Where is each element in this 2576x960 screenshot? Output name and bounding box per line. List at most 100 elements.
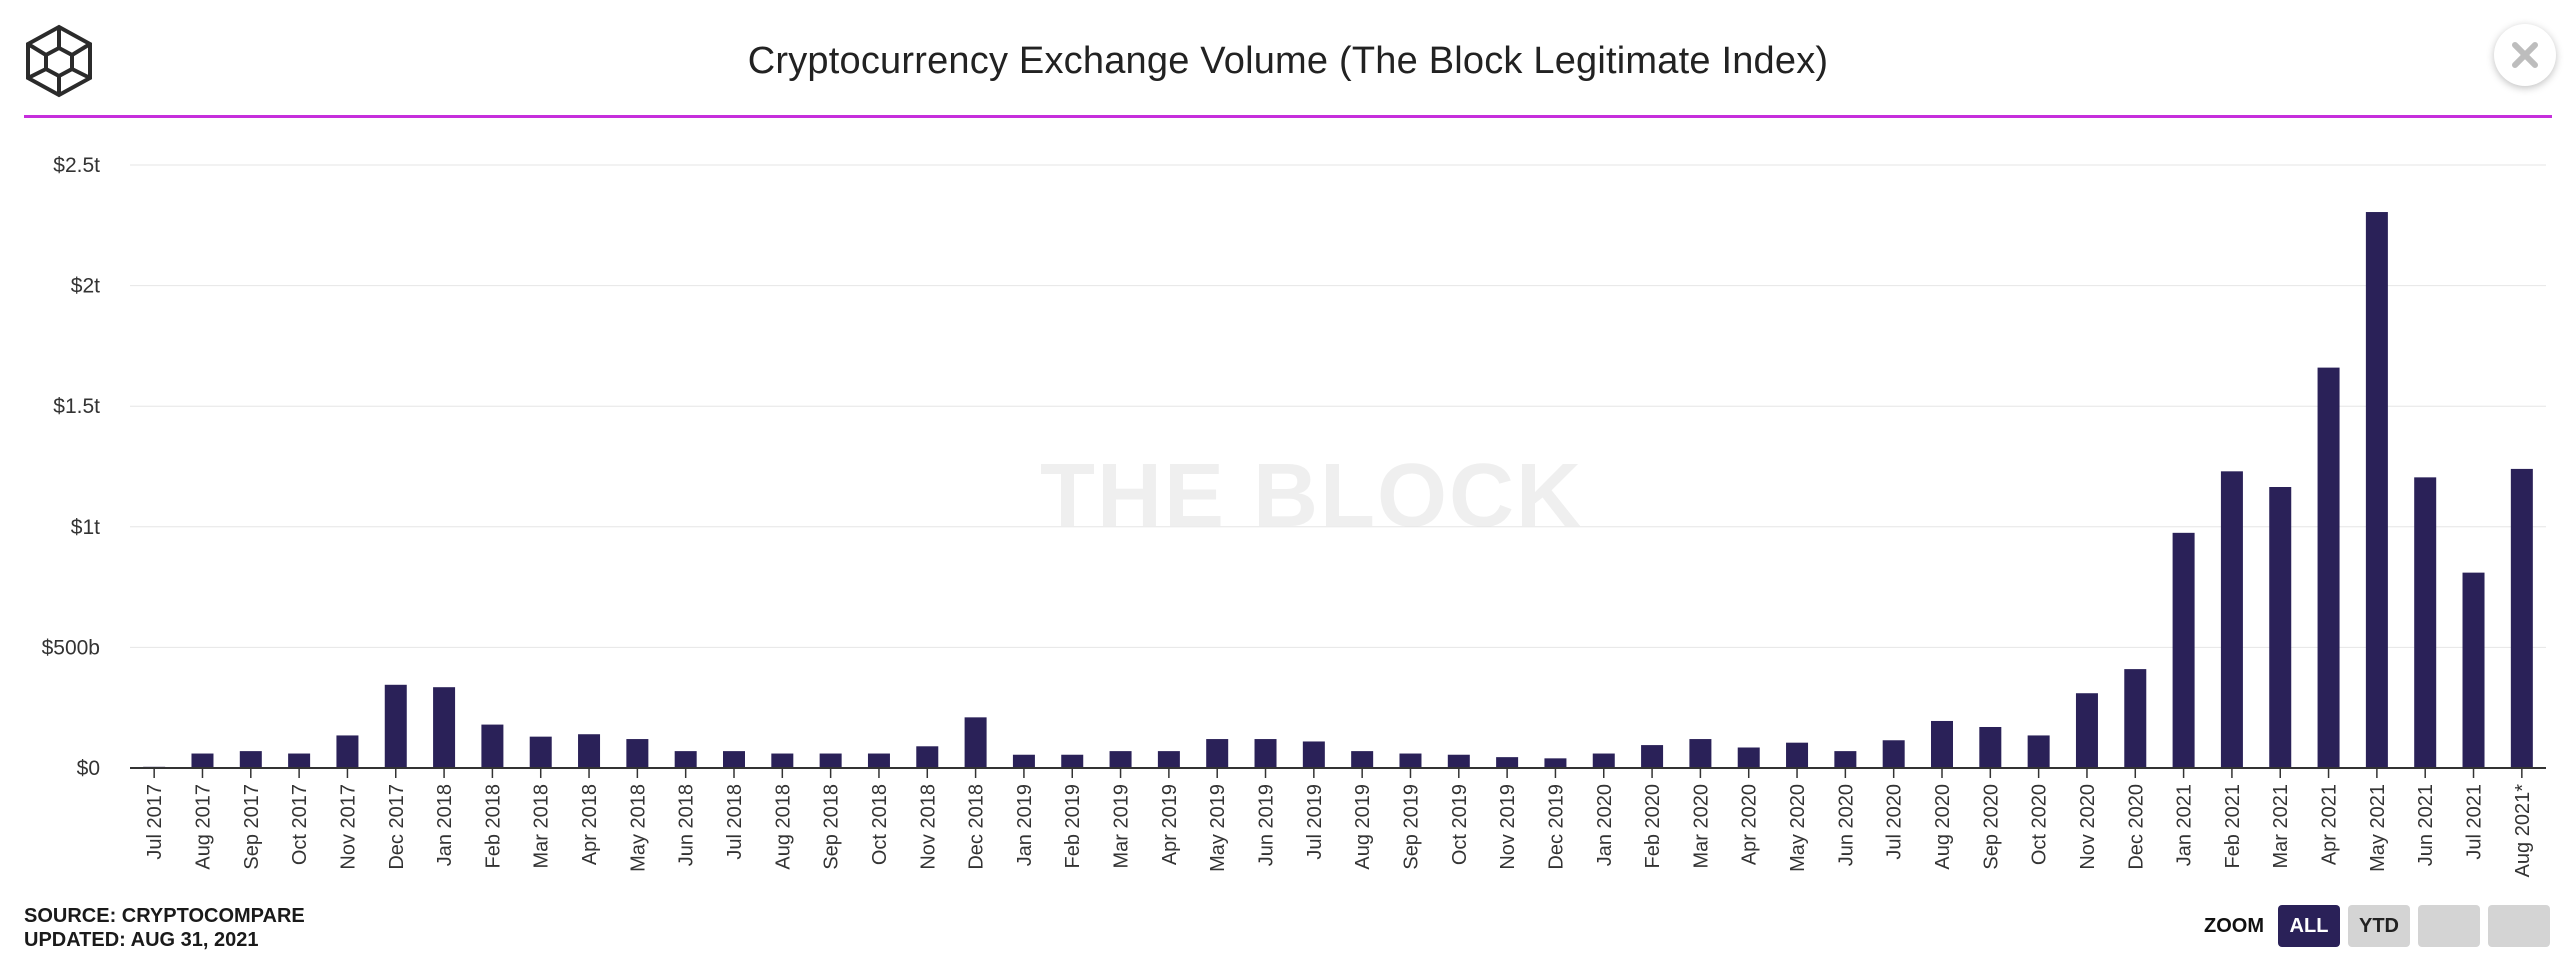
close-icon — [2512, 42, 2538, 68]
bar — [191, 753, 214, 768]
bar — [1157, 751, 1180, 768]
bar — [2317, 367, 2340, 768]
x-tick-label: Sep 2017 — [241, 784, 263, 870]
bar — [1931, 720, 1953, 768]
bar — [674, 751, 697, 768]
bar — [1496, 757, 1519, 768]
x-tick-label: Jul 2018 — [724, 784, 746, 860]
x-tick-label: Aug 2019 — [1352, 784, 1374, 870]
zoom-option-button[interactable] — [2418, 905, 2480, 947]
x-tick-label: Nov 2020 — [2077, 784, 2099, 870]
x-tick-label: Jan 2020 — [1594, 784, 1616, 866]
x-tick-label: Jul 2017 — [144, 784, 166, 860]
x-tick-label: Feb 2019 — [1062, 784, 1084, 869]
x-tick-label: Oct 2017 — [289, 784, 311, 865]
bar — [239, 751, 262, 768]
bar — [1882, 740, 1905, 768]
title-divider — [24, 115, 2552, 118]
x-tick-label: May 2020 — [1787, 784, 1809, 872]
bar — [626, 739, 649, 768]
y-tick-label: $2.5t — [53, 154, 100, 177]
x-tick-label: Dec 2018 — [966, 784, 988, 870]
y-tick-label: $500b — [42, 636, 100, 659]
source-note: SOURCE: CRYPTOCOMPARE UPDATED: AUG 31, 2… — [24, 904, 305, 952]
y-tick-label: $2t — [71, 275, 100, 298]
bar — [2027, 735, 2050, 768]
x-tick-label: Sep 2019 — [1400, 784, 1422, 870]
bar — [288, 753, 311, 768]
x-tick-label: Jul 2020 — [1884, 784, 1906, 860]
x-tick-label: Oct 2018 — [869, 784, 891, 865]
bar — [384, 684, 407, 768]
x-tick-label: Jan 2018 — [434, 784, 456, 866]
bar — [2510, 468, 2533, 768]
x-tick-label: Jan 2019 — [1014, 784, 1036, 866]
x-tick-label: Jun 2021 — [2415, 784, 2437, 866]
zoom-ytd-button[interactable]: YTD — [2348, 905, 2410, 947]
bar — [481, 724, 504, 768]
x-tick-label: May 2019 — [1207, 784, 1229, 872]
bar — [1302, 741, 1325, 768]
bar — [964, 717, 987, 768]
the-block-cube-logo-icon — [26, 24, 92, 98]
bar — [2075, 693, 2098, 768]
bar — [1641, 745, 1664, 768]
x-tick-label: Oct 2020 — [2029, 784, 2051, 865]
bar — [1399, 753, 1422, 768]
x-tick-label: Nov 2017 — [337, 784, 359, 870]
x-tick-label: Apr 2020 — [1739, 784, 1761, 865]
bar — [867, 753, 890, 768]
bar — [819, 753, 842, 768]
x-tick-label: Mar 2020 — [1690, 784, 1712, 869]
bar — [1737, 747, 1760, 768]
bar — [1592, 753, 1615, 768]
x-tick-label: Dec 2020 — [2125, 784, 2147, 870]
x-tick-label: Mar 2019 — [1111, 784, 1133, 869]
bar — [771, 753, 794, 768]
x-tick-label: Sep 2018 — [821, 784, 843, 870]
x-tick-label: Nov 2018 — [917, 784, 939, 870]
x-tick-label: Jun 2020 — [1835, 784, 1857, 866]
x-tick-label: Oct 2019 — [1449, 784, 1471, 865]
x-tick-label: Aug 2018 — [772, 784, 794, 870]
x-tick-label: Dec 2017 — [386, 784, 408, 870]
bar-chart: $0 $500b $1t $1.5t $2t $2.5t Jul 2017 Aug 2017 S… — [42, 154, 2546, 878]
bar — [1061, 754, 1084, 768]
x-tick-label: May 2021 — [2367, 784, 2389, 872]
x-tick-label: Feb 2021 — [2222, 784, 2244, 869]
x-tick-label: May 2018 — [627, 784, 649, 872]
updated-label: UPDATED: AUG 31, 2021 — [24, 929, 259, 951]
y-tick-label: $1.5t — [53, 395, 100, 418]
x-tick-label: Jun 2018 — [676, 784, 698, 866]
chart-header: Cryptocurrency Exchange Volume (The Bloc… — [0, 0, 2576, 118]
x-tick-label: Nov 2019 — [1497, 784, 1519, 870]
bar — [916, 746, 939, 768]
x-tick-label: Jun 2019 — [1256, 784, 1278, 866]
bar — [2414, 477, 2437, 768]
x-tick-label: Aug 2021* — [2512, 784, 2534, 878]
bar — [1689, 739, 1712, 768]
bar — [2220, 471, 2243, 768]
x-tick-label: Jan 2021 — [2174, 784, 2196, 866]
x-tick-label: Jul 2019 — [1304, 784, 1326, 860]
bar — [1544, 758, 1567, 768]
x-tick-label: Mar 2018 — [531, 784, 553, 869]
close-button[interactable] — [2494, 24, 2556, 86]
x-tick-label: Apr 2018 — [579, 784, 601, 865]
bar — [1834, 751, 1857, 768]
bar — [2365, 212, 2388, 768]
bar — [1979, 726, 2002, 768]
bar — [2269, 487, 2292, 768]
chart-title: Cryptocurrency Exchange Volume (The Bloc… — [747, 40, 1829, 82]
zoom-option-button[interactable] — [2488, 905, 2550, 947]
x-tick-label: Feb 2020 — [1642, 784, 1664, 869]
bar — [529, 736, 552, 768]
bar — [1786, 742, 1809, 768]
bar — [578, 734, 601, 768]
bar — [723, 751, 745, 768]
y-tick-label: $0 — [77, 757, 100, 780]
x-tick-label: Feb 2018 — [482, 784, 504, 869]
zoom-all-button[interactable]: ALL — [2278, 905, 2340, 947]
x-tick-label: Jul 2021 — [2464, 784, 2486, 860]
x-tick-label: Sep 2020 — [1980, 784, 2002, 870]
